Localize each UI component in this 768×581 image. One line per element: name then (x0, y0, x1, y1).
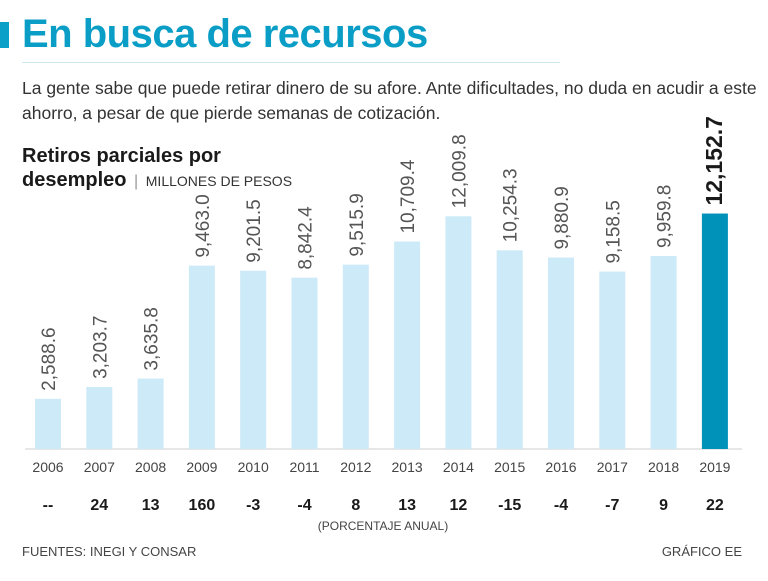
bar-2017 (599, 271, 626, 449)
pct-change-2006: -- (43, 497, 54, 514)
chart-title-line2: desempleo (22, 169, 127, 191)
bar-2011 (291, 277, 318, 449)
sources-note: FUENTES: INEGI Y CONSAR (22, 544, 197, 559)
value-label-2013: 10,709.4 (398, 159, 419, 233)
page-subtitle: La gente sabe que puede retirar dinero d… (22, 78, 757, 123)
pct-change-2018: 9 (659, 497, 668, 514)
x-tick-label-2014: 2014 (443, 459, 474, 475)
x-tick-label-2010: 2010 (238, 459, 269, 475)
chart-title: Retiros parciales por desempleo | MILLON… (22, 144, 292, 194)
pct-change-2008: 13 (142, 497, 160, 514)
pct-change-2012: 8 (351, 497, 360, 514)
x-tick-label-2018: 2018 (648, 459, 679, 475)
pct-change-2015: -15 (498, 497, 521, 514)
bar-2010 (240, 270, 267, 449)
value-label-2007: 3,203.7 (90, 316, 111, 379)
page-title: En busca de recursos (22, 12, 428, 56)
bar-2014 (445, 216, 472, 449)
chart-title-line1: Retiros parciales por (22, 145, 221, 167)
x-tick-label-2008: 2008 (135, 459, 166, 475)
value-label-2006: 2,588.6 (39, 327, 60, 390)
value-label-2019: 12,152.7 (701, 116, 727, 206)
bar-2012 (342, 264, 369, 449)
bar-2009 (188, 265, 215, 449)
pct-row-label: (PORCENTAJE ANUAL) (318, 519, 448, 533)
bar-2019 (701, 213, 728, 449)
value-label-2010: 9,201.5 (244, 199, 265, 262)
bar-2006 (35, 398, 61, 449)
x-tick-label-2006: 2006 (32, 459, 63, 475)
pct-change-2007: 24 (90, 497, 108, 514)
bar-2013 (394, 241, 421, 449)
x-tick-label-2013: 2013 (392, 459, 423, 475)
value-label-2008: 3,635.8 (142, 307, 163, 370)
x-tick-label-2009: 2009 (186, 459, 217, 475)
title-separator: | (134, 173, 139, 190)
pct-change-2017: -7 (605, 497, 619, 514)
pct-change-2010: -3 (246, 497, 260, 514)
value-label-2018: 9,959.8 (655, 185, 676, 248)
bar-2015 (496, 250, 523, 449)
x-tick-label-2017: 2017 (597, 459, 628, 475)
value-label-2015: 10,254.3 (501, 168, 522, 242)
title-divider (22, 62, 560, 63)
unit-label: MILLONES DE PESOS (145, 173, 293, 189)
x-tick-label-2019: 2019 (699, 459, 730, 475)
value-label-2009: 9,463.0 (193, 194, 214, 257)
value-label-2012: 9,515.9 (347, 193, 368, 256)
pct-change-2009: 160 (189, 497, 216, 514)
pct-change-2014: 12 (450, 497, 468, 514)
x-tick-label-2011: 2011 (289, 459, 319, 475)
credit-note: GRÁFICO EE (661, 544, 742, 559)
bar-2008 (137, 378, 164, 449)
pct-change-2013: 13 (398, 497, 416, 514)
pct-change-2016: -4 (554, 497, 568, 514)
x-tick-label-2012: 2012 (340, 459, 371, 475)
value-label-2011: 8,842.4 (296, 206, 317, 270)
x-tick-label-2016: 2016 (545, 459, 576, 475)
title-accent-bar (0, 22, 9, 48)
value-label-2014: 12,009.8 (449, 134, 470, 208)
pct-change-2011: -4 (297, 497, 311, 514)
value-label-2017: 9,158.5 (603, 200, 624, 263)
bar-2016 (548, 257, 574, 449)
pct-change-2019: 22 (706, 497, 724, 514)
value-label-2016: 9,880.9 (552, 186, 573, 249)
x-tick-label-2007: 2007 (84, 459, 115, 475)
x-tick-label-2015: 2015 (494, 459, 525, 475)
bar-2018 (650, 256, 677, 449)
bar-2007 (86, 386, 113, 449)
